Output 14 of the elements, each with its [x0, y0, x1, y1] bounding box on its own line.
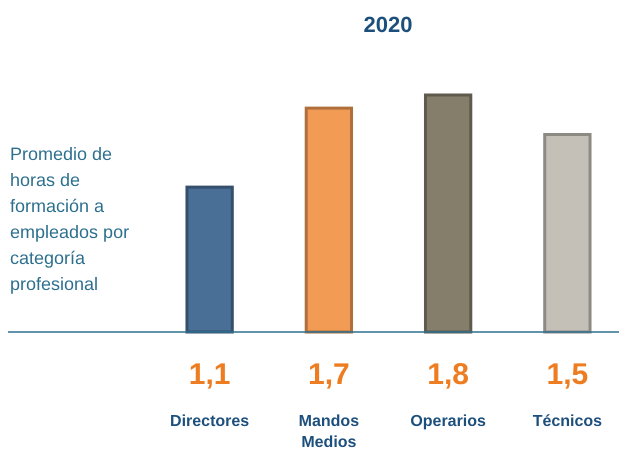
x-tick-label: Mandos Medios [298, 413, 360, 450]
bar [543, 133, 592, 334]
x-tick-label: Directores [170, 413, 250, 430]
bar [424, 94, 472, 334]
x-tick-label: Operarios [410, 413, 486, 430]
data-label: 1,5 [546, 358, 588, 391]
data-label: 1,7 [308, 358, 350, 391]
y-axis-title: Promedio de horas de formación a empleados por categoría profesional [10, 144, 130, 294]
bar [304, 106, 354, 334]
chart-title: 2020 [364, 12, 412, 37]
data-label: 1,1 [188, 358, 230, 391]
x-tick-label: Técnicos [532, 413, 602, 430]
data-label: 1,8 [427, 358, 469, 391]
bar [185, 186, 234, 334]
